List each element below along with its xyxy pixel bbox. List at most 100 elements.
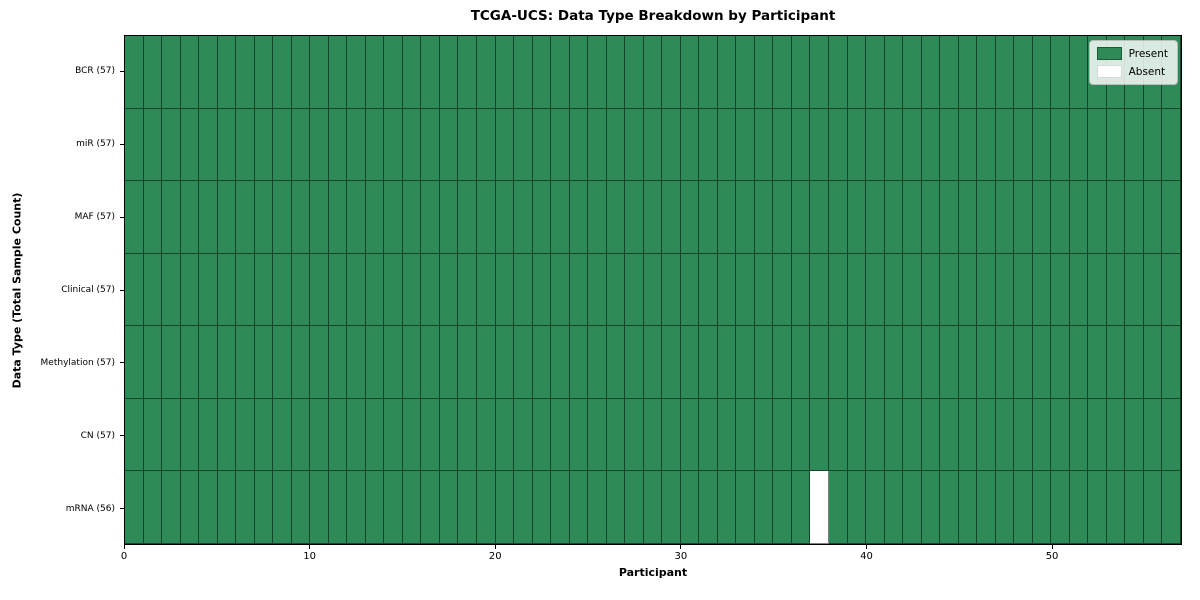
heatmap-cell [310,326,329,399]
heatmap-cell [773,326,792,399]
heatmap-cell [328,326,348,399]
heatmap-cell [643,398,663,472]
heatmap-cell [884,398,904,472]
heatmap-cell [310,471,329,544]
heatmap-cell [847,253,867,327]
heatmap-cell [1125,108,1144,182]
heatmap-cell [1014,108,1033,182]
heatmap-cell [199,471,218,544]
heatmap-cell [736,471,755,544]
heatmap-cell [439,398,459,472]
heatmap-cell [291,181,311,254]
y-tick-label: BCR (57) [75,66,115,77]
heatmap-cell [828,253,848,327]
heatmap-cell [514,181,533,254]
heatmap-cell [439,108,459,182]
heatmap-cell [1032,108,1052,182]
heatmap-cell [662,471,681,544]
heatmap-cell [1162,181,1181,254]
heatmap-cell [1162,326,1181,399]
heatmap-cell [773,471,792,544]
heatmap-cell [273,181,292,254]
heatmap-cell [199,36,218,109]
heatmap-cell [977,36,996,109]
heatmap-cell [847,181,867,254]
x-tick-label: 30 [674,551,688,562]
heatmap-cell [699,398,718,472]
heatmap-cell [995,398,1015,472]
heatmap-cell [1125,326,1144,399]
heatmap-cell [773,398,792,472]
heatmap-cell [717,181,737,254]
heatmap-cell [977,398,996,472]
heatmap-cell [921,36,941,109]
x-tick-mark [123,545,125,549]
heatmap-cell [1106,326,1126,399]
heatmap-cell [958,398,978,472]
heatmap-cell [1051,326,1070,399]
heatmap-cell [458,398,477,472]
heatmap-cell [1143,326,1163,399]
heatmap-cell [791,108,811,182]
heatmap-cell [458,181,477,254]
heatmap-cell [143,253,163,327]
heatmap-cell [199,253,218,327]
heatmap-cell [866,398,885,472]
heatmap-cell [254,181,274,254]
heatmap-cell [569,108,589,182]
heatmap-cell [551,36,570,109]
heatmap-cell [625,326,644,399]
heatmap-cell [328,181,348,254]
heatmap-cell [402,108,422,182]
heatmap-cell [551,471,570,544]
heatmap-cell [662,36,681,109]
heatmap-cell [532,181,552,254]
heatmap-cell [476,36,496,109]
heatmap-cell [458,108,477,182]
heatmap-cell [625,398,644,472]
heatmap-cell [328,398,348,472]
heatmap-cell [995,253,1015,327]
heatmap-cell [310,253,329,327]
heatmap-cell [643,108,663,182]
heatmap-cell [236,108,255,182]
heatmap-cell [1032,398,1052,472]
heatmap-cell [402,253,422,327]
heatmap-cell [1014,36,1033,109]
x-tick-label: 20 [488,551,502,562]
heatmap-cell [940,398,959,472]
heatmap-cell [588,36,607,109]
heatmap-cell [569,471,589,544]
heatmap-cell [310,181,329,254]
heatmap-cell [347,253,366,327]
heatmap-cell [1143,108,1163,182]
heatmap-cell [1069,36,1089,109]
heatmap-cell [1032,471,1052,544]
heatmap-cell [384,326,403,399]
heatmap-cell [365,181,385,254]
heatmap-cell [476,471,496,544]
heatmap-cell [125,36,144,109]
heatmap-cell [828,181,848,254]
heatmap-cell [1032,181,1052,254]
heatmap-cell [847,326,867,399]
heatmap-cell [162,108,181,182]
heatmap-cell [736,36,755,109]
heatmap-cell [254,471,274,544]
heatmap-cell [236,398,255,472]
heatmap-cell [995,471,1015,544]
heatmap-cell [402,471,422,544]
heatmap-cell [884,253,904,327]
heatmap-cell [180,36,200,109]
heatmap-cell [977,108,996,182]
heatmap-cell [1088,471,1107,544]
heatmap-cell [1069,326,1089,399]
heatmap-cell [162,36,181,109]
heatmap-cell [1069,108,1089,182]
heatmap-cell [143,36,163,109]
heatmap-cell [810,326,829,399]
heatmap-grid [125,36,1181,544]
heatmap-cell [699,253,718,327]
heatmap-cell [1014,181,1033,254]
heatmap-cell [217,108,237,182]
